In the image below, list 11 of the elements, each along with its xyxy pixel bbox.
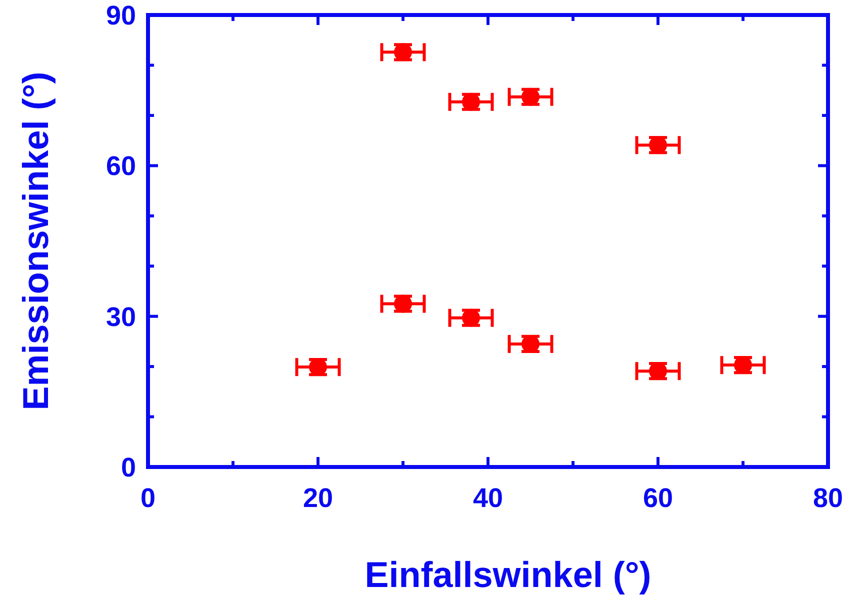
y-tick-label: 60	[106, 151, 136, 182]
x-tick-label: 0	[140, 483, 156, 513]
y-tick-label: 30	[106, 302, 136, 332]
y-tick-label: 90	[106, 0, 136, 30]
x-tick-label: 60	[642, 483, 674, 513]
x-tick-label: 80	[812, 483, 844, 513]
x-tick-label: 40	[472, 483, 504, 513]
y-tick-label: 0	[120, 452, 136, 482]
x-tick-label: 20	[302, 483, 334, 513]
y-axis-title: Emissionswinkel (°)	[15, 72, 56, 410]
x-axis-title: Einfallswinkel (°)	[364, 554, 652, 595]
